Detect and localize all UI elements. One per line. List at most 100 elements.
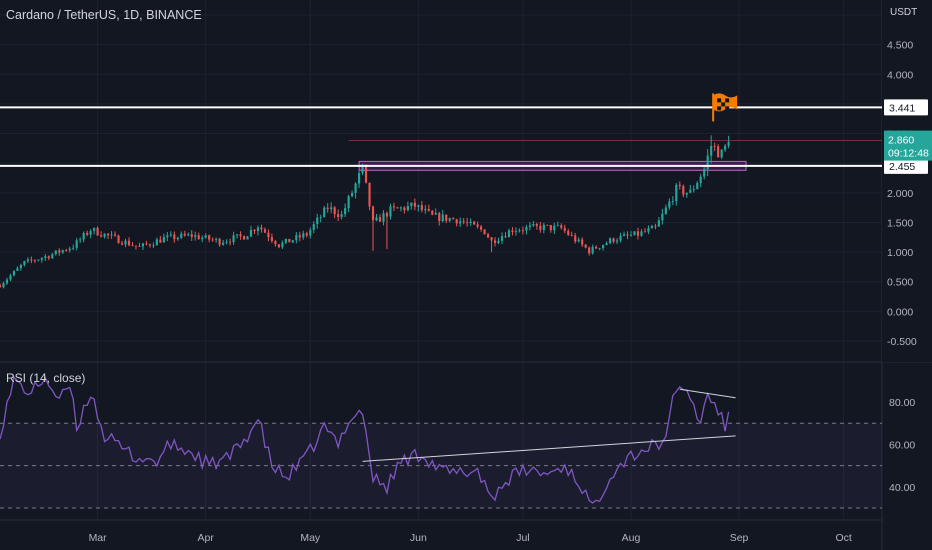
- candle-body: [403, 207, 406, 211]
- candle-body: [229, 241, 232, 243]
- candle-body: [368, 182, 371, 207]
- candle-body: [361, 164, 364, 174]
- candle-body: [528, 225, 531, 227]
- candle-body: [588, 247, 591, 254]
- candle-body: [406, 205, 409, 211]
- candle-body: [682, 185, 685, 195]
- candle-body: [263, 229, 267, 233]
- candle-body: [166, 235, 169, 238]
- candle-body: [706, 155, 709, 170]
- price-tick-label: 2.000: [887, 188, 913, 200]
- price-tick-label: 4.000: [887, 69, 913, 81]
- candle-body: [218, 238, 221, 245]
- candle-body: [54, 250, 57, 255]
- candle-body: [134, 245, 138, 247]
- candle-body: [96, 227, 99, 236]
- candle-body: [141, 243, 145, 247]
- candle-body: [570, 234, 573, 236]
- candle-body: [106, 233, 110, 236]
- candle-body: [30, 259, 33, 261]
- candle-body: [344, 208, 347, 215]
- price-axis[interactable]: -0.5000.0000.5001.0001.5002.0002.5003.00…: [882, 0, 932, 362]
- candle-body: [235, 234, 239, 236]
- candle-body: [608, 238, 612, 244]
- candle-body: [602, 244, 605, 249]
- level-high-tag-label: 3.441: [889, 102, 915, 114]
- candle-body: [445, 214, 448, 221]
- rsi-axis[interactable]: 40.00 60.00 80.00: [889, 397, 915, 494]
- rsi-indicator-title[interactable]: RSI (14, close): [6, 371, 86, 385]
- candle-body: [626, 234, 629, 236]
- candle-body: [420, 205, 423, 211]
- candle-body: [713, 145, 716, 147]
- candle-body: [260, 227, 263, 230]
- candle-body: [434, 213, 437, 215]
- flag-checker: [717, 98, 730, 111]
- candle-body: [619, 235, 622, 241]
- candle-body: [438, 213, 441, 222]
- candle-body: [68, 248, 71, 251]
- candle-body: [539, 225, 542, 230]
- grid: [0, 0, 882, 520]
- candle-body: [507, 230, 511, 238]
- candle-body: [462, 221, 465, 223]
- candle-body: [689, 189, 692, 193]
- candle-body: [622, 234, 626, 236]
- candle-body: [577, 239, 580, 242]
- candle-body: [584, 244, 587, 248]
- candle-body: [389, 206, 392, 217]
- candle-body: [19, 265, 22, 269]
- candle-body: [396, 207, 399, 209]
- candle-body: [337, 214, 340, 217]
- rsi-trendline-resistance[interactable]: [679, 388, 736, 399]
- rsi-trendline-support[interactable]: [362, 435, 736, 462]
- candle-body: [643, 231, 647, 233]
- candle-body: [486, 234, 490, 238]
- time-axis[interactable]: Mar Apr May Jun Jul Aug Sep Oct: [89, 532, 852, 544]
- candle-body: [532, 224, 535, 226]
- candle-body: [563, 227, 566, 231]
- price-tick-label: 0.500: [887, 277, 913, 289]
- candle-body: [347, 196, 350, 209]
- candle-body: [385, 213, 389, 217]
- candle-body: [410, 202, 413, 206]
- symbol-title[interactable]: Cardano / TetherUS, 1D, BINANCE: [6, 8, 202, 22]
- flag-icon[interactable]: [712, 93, 738, 122]
- candle-body: [598, 248, 601, 249]
- time-tick-label: Apr: [198, 532, 215, 544]
- candle-body: [427, 208, 430, 211]
- candle-body: [657, 220, 660, 227]
- candle-body: [647, 228, 650, 232]
- candle-body: [215, 238, 218, 240]
- rsi-line[interactable]: [0, 375, 730, 504]
- candle-body: [162, 237, 165, 243]
- candle-body: [668, 201, 671, 208]
- bar-countdown: 09:12:48: [888, 148, 929, 160]
- price-tick-label: -0.500: [887, 336, 917, 348]
- candle-body: [511, 230, 514, 233]
- candle-body: [131, 245, 134, 247]
- candle-body: [560, 225, 563, 228]
- candle-body: [431, 210, 434, 215]
- candle-body: [678, 184, 681, 186]
- candle-body: [309, 229, 312, 236]
- candle-body: [703, 169, 706, 177]
- candle-body: [75, 240, 78, 248]
- candle-body: [65, 250, 68, 251]
- candle-body: [710, 145, 713, 156]
- candle-body: [2, 283, 5, 288]
- candle-body: [12, 270, 16, 276]
- candle-body: [82, 232, 85, 240]
- candle-body: [633, 231, 636, 236]
- candle-body: [117, 235, 120, 244]
- price-tick-label: 0.000: [887, 306, 913, 318]
- candle-body: [417, 205, 420, 207]
- candle-body: [720, 149, 723, 158]
- candle-body: [521, 230, 525, 232]
- candle-body: [40, 258, 43, 260]
- candle-body: [455, 219, 458, 224]
- candle-body: [239, 234, 242, 237]
- candle-body: [288, 238, 291, 243]
- candle-body: [103, 233, 106, 237]
